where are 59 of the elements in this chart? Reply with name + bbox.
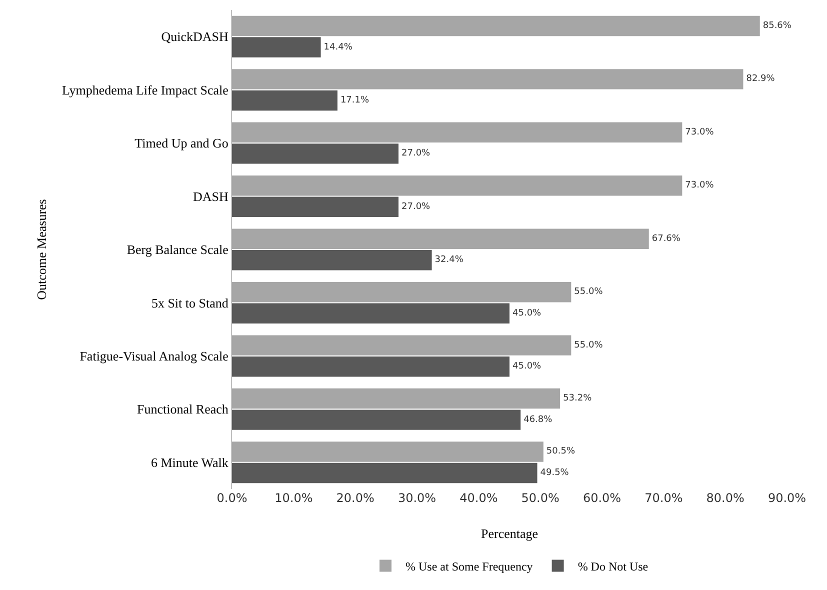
bar bbox=[232, 228, 649, 249]
bar bbox=[232, 335, 572, 356]
x-tick-label: 0.0% bbox=[216, 491, 248, 505]
bar bbox=[232, 69, 744, 90]
bar bbox=[232, 388, 560, 409]
bar bbox=[232, 442, 544, 462]
y-tick-label: Functional Reach bbox=[137, 402, 229, 417]
data-label: 67.6% bbox=[652, 234, 681, 244]
data-label: 14.4% bbox=[324, 42, 353, 52]
bar bbox=[232, 303, 510, 324]
x-tick-label: 30.0% bbox=[398, 491, 436, 505]
data-label: 49.5% bbox=[540, 468, 570, 478]
bar bbox=[232, 410, 521, 430]
x-tick-label: 40.0% bbox=[460, 491, 498, 505]
y-tick-label: 5x Sit to Stand bbox=[151, 295, 229, 310]
data-label: 27.0% bbox=[402, 148, 431, 159]
data-label: 53.2% bbox=[563, 394, 592, 404]
data-label: 27.0% bbox=[402, 202, 431, 212]
x-tick-label: 50.0% bbox=[521, 491, 560, 505]
data-label: 82.9% bbox=[746, 74, 776, 84]
bar bbox=[232, 462, 538, 484]
y-tick-label: DASH bbox=[192, 188, 228, 204]
legend-label: % Do Not Use bbox=[578, 559, 648, 574]
bar bbox=[232, 282, 572, 302]
y-tick-label: QuickDASH bbox=[161, 29, 228, 44]
data-label: 73.0% bbox=[685, 127, 714, 138]
data-label: 73.0% bbox=[685, 180, 714, 191]
data-label: 45.0% bbox=[512, 308, 542, 318]
x-tick-label: 10.0% bbox=[274, 491, 313, 505]
bar bbox=[232, 144, 398, 164]
x-tick-label: 90.0% bbox=[768, 491, 806, 505]
y-axis-title: Outcome Measures bbox=[34, 199, 49, 300]
data-label: 46.8% bbox=[524, 414, 553, 425]
bar bbox=[232, 90, 338, 111]
data-label: 50.5% bbox=[546, 446, 576, 457]
data-label: 85.6% bbox=[762, 20, 792, 31]
x-axis-title: Percentage bbox=[480, 526, 538, 541]
x-tick-label: 70.0% bbox=[644, 491, 683, 505]
data-label: 32.4% bbox=[434, 255, 464, 266]
y-tick-label: Lymphedema Life Impact Scale bbox=[62, 82, 229, 98]
bar bbox=[232, 196, 398, 218]
bar bbox=[232, 176, 682, 196]
data-label: 55.0% bbox=[574, 287, 604, 298]
data-label: 17.1% bbox=[340, 95, 370, 106]
bar bbox=[232, 356, 510, 377]
legend-label: % Use at Some Frequency bbox=[406, 559, 533, 574]
data-label: 55.0% bbox=[574, 340, 604, 350]
y-tick-label: Fatigue-Visual Analog Scale bbox=[80, 348, 229, 364]
bar bbox=[232, 16, 760, 36]
x-tick-label: 60.0% bbox=[582, 491, 622, 505]
bar bbox=[232, 122, 682, 143]
x-tick-label: 20.0% bbox=[336, 491, 374, 505]
x-tick-label: 80.0% bbox=[706, 491, 744, 505]
y-tick-label: Timed Up and Go bbox=[134, 136, 228, 151]
bar bbox=[232, 37, 321, 58]
y-tick-label: Berg Balance Scale bbox=[126, 242, 229, 258]
y-tick-label: 6 Minute Walk bbox=[150, 454, 229, 470]
bar bbox=[232, 250, 432, 270]
data-label: 45.0% bbox=[512, 362, 542, 372]
